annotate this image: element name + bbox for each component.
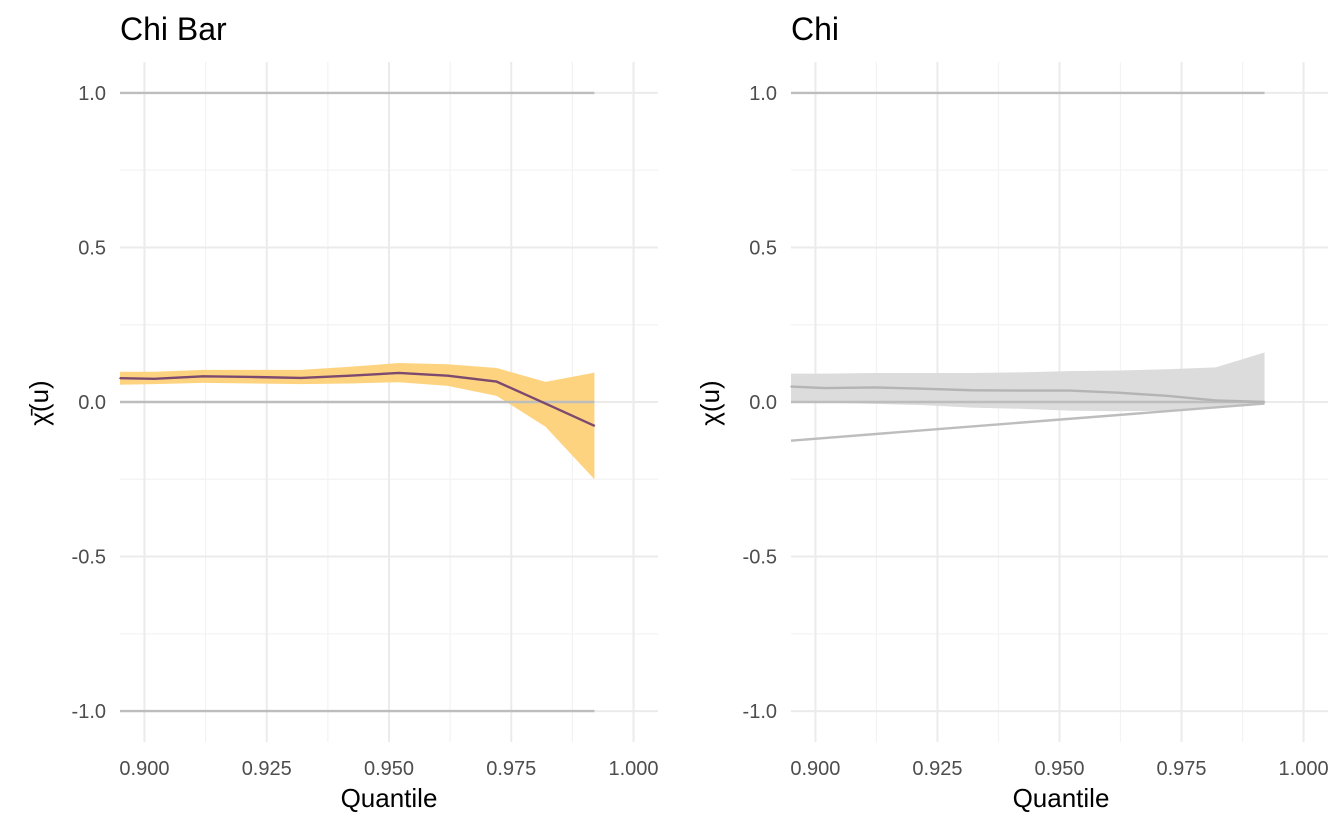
chi-bar-panel: Chi Bar Quantile χ̄(u) 0.900 0.925 0.950 0.… [24, 11, 659, 813]
y-tick-label: 0.5 [749, 237, 777, 259]
series-point [1068, 389, 1071, 392]
reference-line [790, 402, 1265, 442]
x-axis-title: Quantile [341, 783, 438, 813]
x-tick-label: 0.950 [364, 758, 414, 780]
y-tick-label: 1.0 [749, 83, 777, 105]
y-tick-label: -1.0 [743, 701, 777, 723]
series-point [873, 386, 875, 389]
x-tick-label: 0.925 [242, 758, 292, 780]
y-axis-title: χ̄(u) [24, 380, 54, 425]
y-tick-label: 0.5 [78, 237, 106, 259]
x-tick-label: 0.950 [1034, 758, 1084, 780]
series-point [153, 378, 156, 380]
y-tick-label: -1.0 [72, 701, 106, 723]
series-point [349, 374, 351, 377]
confidence-band [120, 363, 595, 480]
series-point [790, 385, 792, 388]
series-point [970, 389, 973, 392]
series-point [1117, 391, 1119, 394]
series-point [824, 387, 826, 389]
y-tick-label: 0.0 [749, 392, 777, 414]
y-tick-label: 0.0 [78, 392, 106, 414]
series-point [544, 402, 547, 405]
series-point [202, 375, 204, 378]
x-tick-label: 0.900 [119, 758, 169, 780]
series-point [593, 425, 596, 427]
y-tick-label: -0.5 [72, 547, 106, 569]
x-axis-title: Quantile [1013, 783, 1110, 813]
series-point [1263, 401, 1266, 403]
x-tick-label: 1.000 [609, 758, 659, 780]
series-point [1166, 395, 1168, 397]
confidence-band [791, 352, 1265, 412]
x-tick-label: 0.975 [486, 758, 536, 780]
series-point [397, 372, 400, 374]
y-tick-label: 1.0 [78, 83, 106, 105]
series-point [1214, 399, 1217, 402]
y-axis-title: χ(u) [695, 380, 725, 425]
series-point [495, 380, 498, 383]
chi-panel: Chi Quantile χ(u) 0.900 0.925 0.950 0.975 1.… [695, 11, 1329, 813]
series-point [1019, 389, 1022, 392]
x-tick-label: 0.900 [790, 758, 840, 780]
series-point [300, 377, 302, 379]
panel-title: Chi [791, 11, 839, 47]
series-point [446, 374, 449, 377]
y-tick-label: -0.5 [743, 547, 777, 569]
panel-title: Chi Bar [120, 11, 227, 47]
series-point [251, 376, 253, 378]
series-point [922, 387, 924, 390]
x-tick-label: 0.975 [1157, 758, 1207, 780]
x-tick-label: 1.000 [1279, 758, 1329, 780]
series-point [119, 377, 121, 380]
x-tick-label: 0.925 [912, 758, 962, 780]
